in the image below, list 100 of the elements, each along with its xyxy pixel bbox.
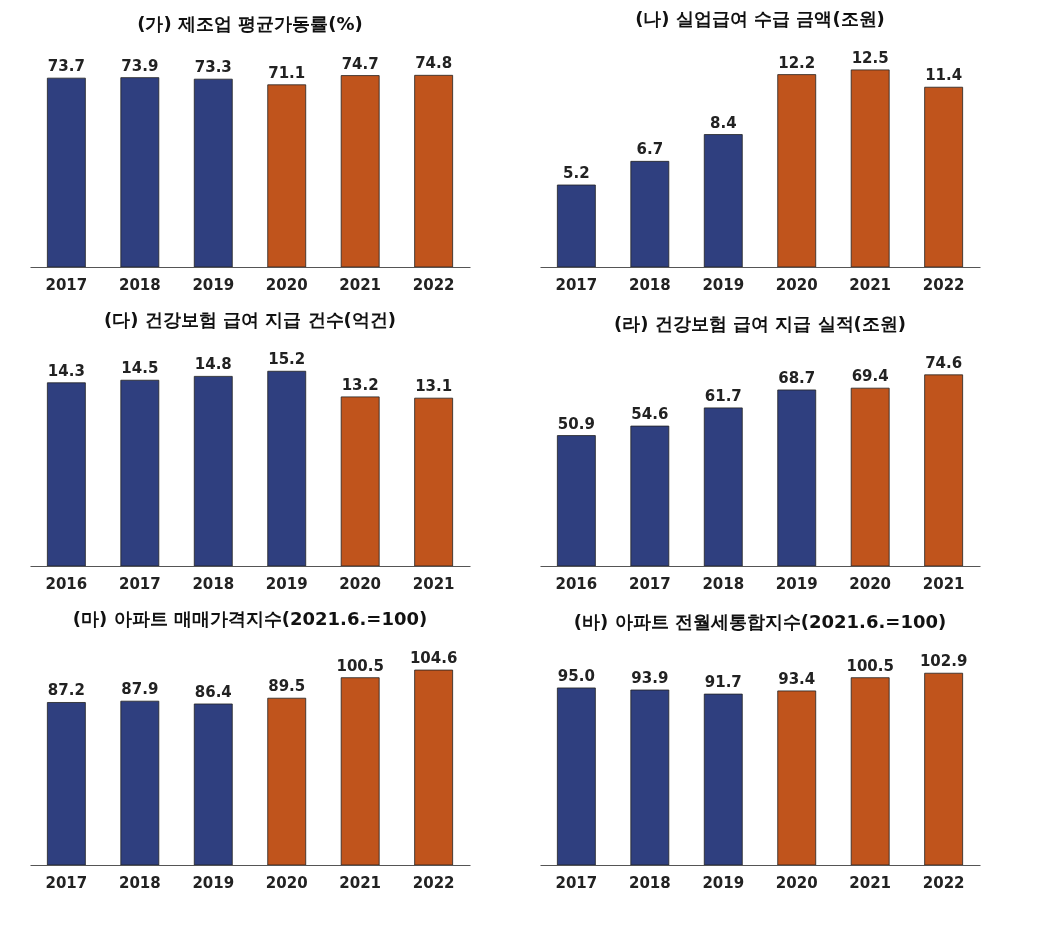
bar <box>630 425 670 566</box>
chart-title: (마) 아파트 매매가격지수(2021.6.=100) <box>72 608 428 630</box>
data-label: 100.5 <box>336 656 384 675</box>
bar <box>630 160 670 267</box>
x-tick-label: 2018 <box>118 275 161 294</box>
bar <box>777 690 817 865</box>
data-label: 73.9 <box>121 56 159 75</box>
bar <box>703 134 743 267</box>
data-label: 73.3 <box>194 58 232 77</box>
bar <box>556 687 596 865</box>
x-tick-label: 2018 <box>628 275 671 294</box>
x-tick-label: 2018 <box>628 873 671 892</box>
data-label: 73.7 <box>47 57 85 76</box>
data-label: 93.4 <box>778 669 816 688</box>
bar <box>267 697 307 865</box>
x-tick-label: 2019 <box>192 275 235 294</box>
bar <box>46 702 86 865</box>
x-tick-label: 2021 <box>339 873 382 892</box>
bar <box>414 669 454 865</box>
x-tick-label: 2016 <box>555 574 598 593</box>
x-tick-label: 2019 <box>702 873 745 892</box>
data-label: 61.7 <box>704 386 742 405</box>
bar <box>850 69 890 267</box>
x-tick-label: 2020 <box>849 574 892 593</box>
data-label: 74.8 <box>415 54 453 73</box>
data-label: 11.4 <box>925 66 963 85</box>
x-tick-label: 2022 <box>922 275 965 294</box>
data-label: 93.9 <box>631 669 669 687</box>
x-tick-label: 2020 <box>339 574 382 593</box>
bar <box>703 693 743 865</box>
x-tick-label: 2018 <box>118 873 161 892</box>
x-tick-label: 2018 <box>702 574 745 593</box>
x-tick-label: 2017 <box>628 574 671 593</box>
data-label: 8.4 <box>709 113 737 132</box>
bar <box>120 700 160 865</box>
x-tick-label: 2017 <box>118 574 161 593</box>
data-label: 5.2 <box>563 164 590 182</box>
bar <box>120 379 160 566</box>
data-label: 15.2 <box>268 350 306 369</box>
bar <box>193 703 233 865</box>
bar <box>46 77 86 267</box>
x-tick-label: 2022 <box>922 873 965 892</box>
data-label: 12.2 <box>778 53 816 72</box>
data-label: 13.1 <box>415 377 453 396</box>
data-label: 100.5 <box>846 656 894 675</box>
bar <box>630 689 670 865</box>
x-tick-label: 2020 <box>265 275 308 294</box>
x-tick-label: 2020 <box>265 873 308 892</box>
bar <box>924 86 964 267</box>
x-tick-label: 2017 <box>45 873 88 892</box>
chart-title: (다) 건강보험 급여 지급 건수(억건) <box>104 309 396 331</box>
bar <box>777 74 817 267</box>
bar <box>777 389 817 566</box>
bar <box>267 370 307 566</box>
data-label: 14.8 <box>194 355 232 374</box>
chart-title: (나) 실업급여 수급 금액(조원) <box>635 7 885 29</box>
chart-title: (라) 건강보험 급여 지급 실적(조원) <box>614 312 906 334</box>
x-tick-label: 2019 <box>702 275 745 294</box>
bar <box>193 375 233 566</box>
data-label: 74.6 <box>925 353 963 372</box>
x-tick-label: 2019 <box>192 873 235 892</box>
bar <box>340 75 380 267</box>
data-label: 74.7 <box>341 54 379 73</box>
data-label: 12.5 <box>851 48 889 67</box>
bar <box>703 407 743 566</box>
bar <box>340 396 380 566</box>
data-label: 14.5 <box>121 359 159 378</box>
bar <box>556 184 596 267</box>
data-label: 68.7 <box>778 368 816 387</box>
bar <box>850 677 890 865</box>
bar <box>46 382 86 566</box>
data-label: 87.2 <box>47 681 85 700</box>
bar <box>193 78 233 267</box>
data-label: 95.0 <box>557 666 595 685</box>
x-tick-label: 2018 <box>192 574 235 593</box>
chart-title: (가) 제조업 평균가동률(%) <box>137 13 363 35</box>
x-tick-label: 2021 <box>922 574 965 593</box>
x-tick-label: 2021 <box>412 574 455 593</box>
data-label: 104.6 <box>409 649 458 668</box>
bar <box>924 672 964 865</box>
x-tick-label: 2020 <box>775 873 818 892</box>
bar <box>414 74 454 267</box>
x-tick-label: 2021 <box>849 873 892 892</box>
bar <box>414 397 454 566</box>
data-label: 102.9 <box>919 652 968 671</box>
data-label: 69.4 <box>851 367 889 386</box>
x-tick-label: 2017 <box>555 873 598 892</box>
data-label: 87.9 <box>121 680 159 699</box>
x-tick-label: 2016 <box>45 574 88 593</box>
x-tick-label: 2022 <box>412 873 455 892</box>
data-label: 50.9 <box>557 414 595 433</box>
bar <box>267 84 307 267</box>
x-tick-label: 2022 <box>412 275 455 294</box>
bar <box>850 387 890 566</box>
data-label: 71.1 <box>268 63 306 82</box>
bar <box>556 435 596 566</box>
x-tick-label: 2020 <box>775 275 818 294</box>
data-label: 91.7 <box>704 673 742 692</box>
x-tick-label: 2019 <box>775 574 818 593</box>
x-tick-label: 2017 <box>45 275 88 294</box>
